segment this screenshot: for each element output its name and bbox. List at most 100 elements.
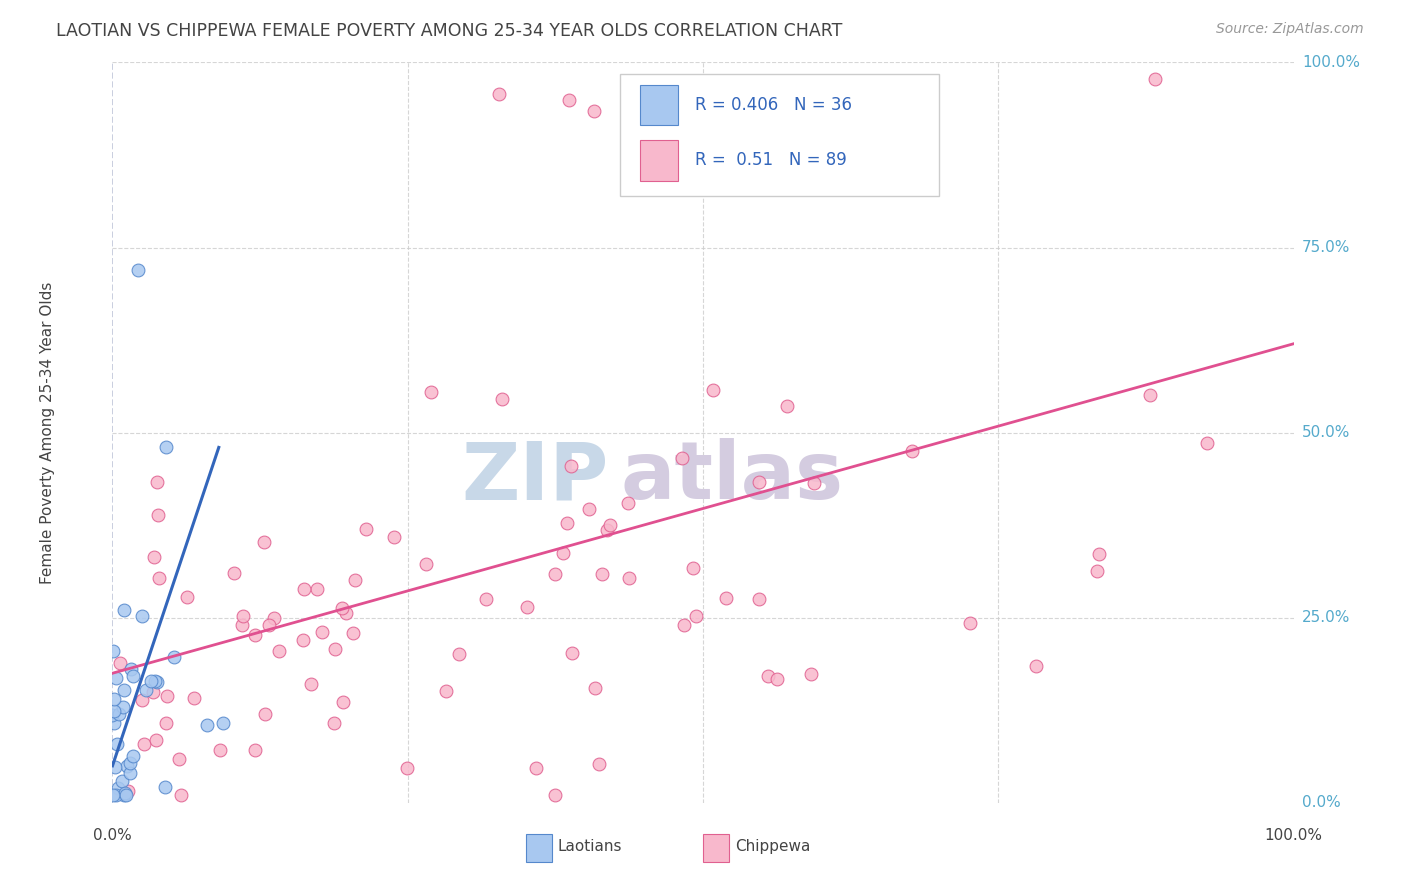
Point (307, 582, 329, 597)
Point (101, 644, 124, 658)
Point (121, 668, 143, 682)
Point (143, 673, 166, 688)
Point (134, 738, 156, 752)
Point (105, 738, 128, 752)
Text: Laotians: Laotians (558, 839, 623, 854)
Point (803, 476, 825, 491)
Point (146, 674, 169, 689)
Point (117, 783, 139, 797)
Text: 0.0%: 0.0% (93, 828, 132, 843)
Point (155, 441, 177, 455)
Point (146, 475, 169, 489)
Point (591, 567, 613, 582)
Point (344, 573, 367, 587)
Point (800, 667, 823, 681)
Point (167, 752, 190, 766)
Text: 100.0%: 100.0% (1302, 55, 1360, 70)
Point (292, 632, 315, 647)
Point (491, 392, 513, 406)
Point (155, 716, 177, 731)
Point (259, 618, 281, 632)
Point (1139, 388, 1161, 402)
Point (253, 534, 276, 549)
Point (115, 758, 138, 772)
Point (447, 647, 470, 661)
Point (959, 615, 981, 630)
Text: R = 0.406   N = 36: R = 0.406 N = 36 (695, 96, 852, 114)
Text: R =  0.51   N = 89: R = 0.51 N = 89 (695, 151, 846, 169)
FancyBboxPatch shape (703, 834, 728, 862)
Point (382, 531, 405, 545)
Text: ZIP: ZIP (461, 438, 609, 516)
Point (561, 646, 583, 660)
Point (183, 691, 205, 706)
Point (155, 689, 177, 703)
Point (673, 618, 696, 632)
Point (127, 262, 149, 277)
Point (212, 716, 235, 731)
Point (145, 733, 167, 747)
Point (135, 682, 157, 697)
Point (756, 669, 779, 683)
Point (671, 450, 693, 465)
Point (335, 607, 357, 621)
Point (155, 780, 177, 794)
Text: LAOTIAN VS CHIPPEWA FEMALE POVERTY AMONG 25-34 YEAR OLDS CORRELATION CHART: LAOTIAN VS CHIPPEWA FEMALE POVERTY AMONG… (56, 22, 842, 40)
Point (544, 566, 567, 581)
Point (267, 644, 290, 658)
Text: 50.0%: 50.0% (1302, 425, 1350, 440)
Text: 0.0%: 0.0% (1302, 796, 1340, 810)
Text: 100.0%: 100.0% (1264, 828, 1323, 843)
Point (118, 756, 141, 770)
Point (170, 789, 193, 803)
Point (112, 603, 135, 617)
Point (420, 384, 443, 399)
Point (1195, 435, 1218, 450)
Point (714, 591, 737, 606)
Point (120, 662, 142, 676)
Point (131, 693, 153, 707)
FancyBboxPatch shape (620, 73, 939, 195)
Point (685, 609, 707, 624)
Point (682, 561, 704, 575)
Point (146, 508, 169, 522)
FancyBboxPatch shape (640, 140, 678, 180)
Point (617, 571, 640, 585)
Point (1088, 547, 1111, 561)
Point (1144, 72, 1167, 87)
Point (294, 582, 316, 596)
Point (588, 757, 610, 772)
FancyBboxPatch shape (526, 834, 551, 862)
Point (142, 549, 165, 564)
Point (702, 383, 724, 397)
Point (342, 625, 364, 640)
Point (1025, 659, 1047, 673)
Point (748, 475, 770, 489)
Point (112, 682, 135, 697)
Point (524, 761, 547, 775)
Point (104, 789, 127, 803)
Point (354, 523, 377, 537)
Point (630, 112, 652, 126)
Point (1085, 564, 1108, 578)
Point (578, 501, 600, 516)
Point (245, 743, 267, 757)
Point (115, 789, 138, 803)
Point (176, 590, 198, 604)
Text: atlas: atlas (620, 438, 844, 516)
Point (776, 399, 799, 413)
Point (103, 789, 125, 803)
Point (516, 599, 538, 614)
Point (195, 718, 218, 732)
Point (111, 773, 134, 788)
Point (555, 516, 578, 530)
Text: 25.0%: 25.0% (1302, 610, 1350, 625)
Point (395, 761, 418, 775)
Point (112, 789, 135, 803)
Point (122, 749, 145, 764)
Point (415, 557, 437, 571)
Point (231, 609, 253, 624)
Point (108, 656, 131, 670)
Point (553, 546, 575, 560)
Point (101, 708, 124, 723)
